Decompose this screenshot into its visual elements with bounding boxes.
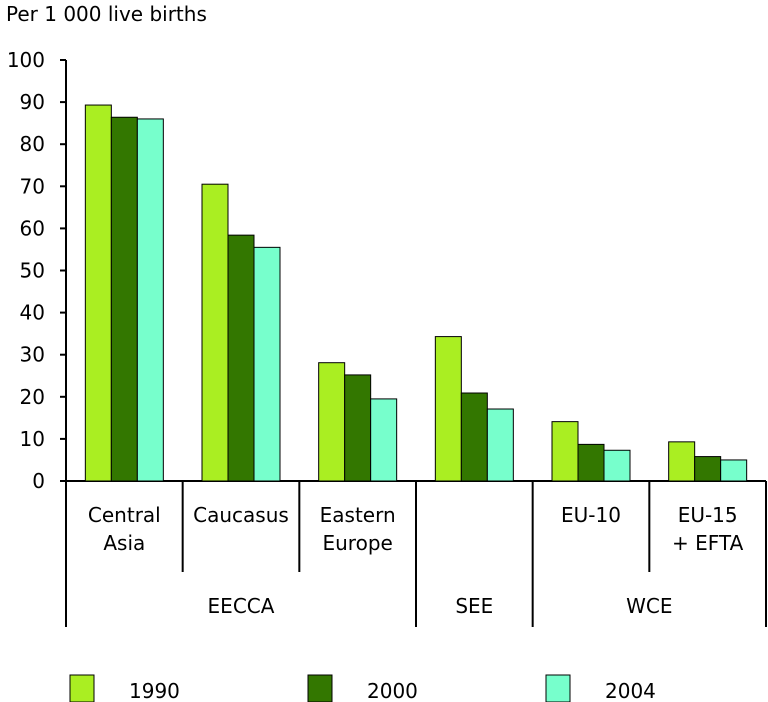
bar-2000-1 bbox=[227, 234, 255, 482]
bar-1990-4 bbox=[551, 421, 579, 482]
legend-label: 2000 bbox=[367, 679, 418, 702]
axes: 0 10 20 30 40 50 60 70 80 90 100 bbox=[7, 48, 767, 627]
bar-1990-5 bbox=[668, 441, 696, 482]
y-tick-label: 50 bbox=[20, 259, 45, 283]
bar-2000-5 bbox=[694, 456, 722, 482]
bar-2004-4 bbox=[603, 449, 631, 482]
category-label: Caucasus bbox=[193, 503, 289, 527]
category-label: Central bbox=[88, 503, 161, 527]
bar-2004-1 bbox=[253, 246, 281, 482]
y-tick-label: 20 bbox=[20, 385, 45, 409]
y-tick-label: 70 bbox=[20, 174, 45, 198]
category-label: Asia bbox=[103, 531, 145, 555]
category-label: + EFTA bbox=[672, 531, 744, 555]
y-tick-label: 60 bbox=[20, 216, 45, 240]
bar-1990-3 bbox=[434, 336, 462, 482]
bars bbox=[84, 104, 748, 482]
bar-2000-0 bbox=[110, 116, 138, 482]
bar-1990-2 bbox=[318, 362, 346, 482]
y-tick-label: 30 bbox=[20, 343, 45, 367]
group-label: WCE bbox=[626, 594, 672, 618]
category-label: Eastern bbox=[320, 503, 396, 527]
y-tick-label: 10 bbox=[20, 427, 45, 451]
category-label: Europe bbox=[322, 531, 392, 555]
y-axis-unit-label: Per 1 000 live births bbox=[6, 2, 207, 26]
bar-2004-3 bbox=[486, 408, 514, 482]
bar-2004-0 bbox=[136, 118, 164, 482]
legend-swatch-2004 bbox=[545, 674, 571, 702]
bar-1990-0 bbox=[84, 104, 112, 482]
legend-swatch-2000 bbox=[307, 674, 333, 702]
bar-2004-5 bbox=[720, 459, 748, 482]
y-tick-label: 90 bbox=[20, 90, 45, 114]
bar-1990-1 bbox=[201, 183, 229, 482]
bar-2000-3 bbox=[460, 392, 488, 482]
bar-2000-2 bbox=[344, 374, 372, 482]
legend-label: 2004 bbox=[605, 679, 656, 702]
legend-label: 1990 bbox=[129, 679, 180, 702]
bar-2004-2 bbox=[370, 398, 398, 482]
y-tick-label: 80 bbox=[20, 132, 45, 156]
group-label: EECCA bbox=[208, 594, 275, 618]
category-label: EU-10 bbox=[561, 503, 621, 527]
group-label: SEE bbox=[455, 594, 493, 618]
y-tick-label: 40 bbox=[20, 301, 45, 325]
y-tick-label: 100 bbox=[7, 48, 45, 72]
legend-swatch-1990 bbox=[69, 674, 95, 702]
bar-2000-4 bbox=[577, 443, 605, 482]
category-label: EU-15 bbox=[678, 503, 738, 527]
legend: 1990 2000 2004 bbox=[69, 674, 656, 702]
y-tick-label: 0 bbox=[32, 469, 45, 493]
category-labels: Central Asia Caucasus Eastern Europe EU-10 EU-… bbox=[88, 503, 744, 618]
